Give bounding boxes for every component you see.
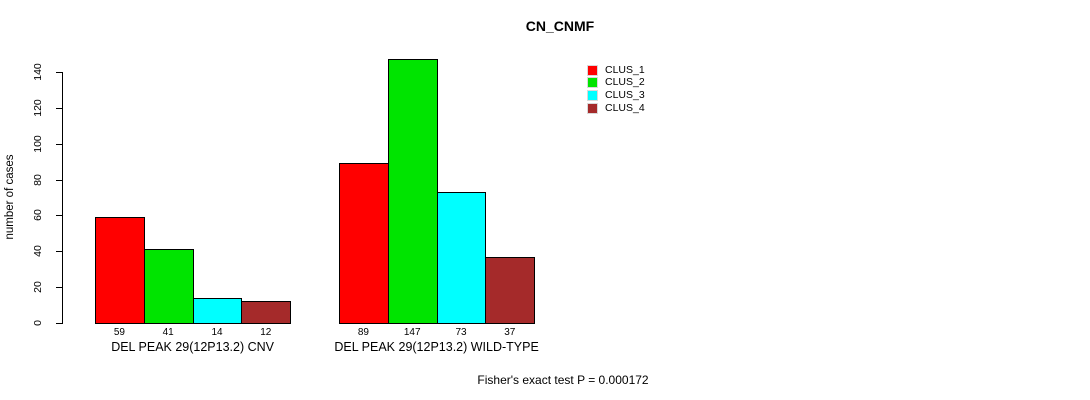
legend-label: CLUS_4 <box>605 101 645 114</box>
legend-label: CLUS_3 <box>605 88 645 101</box>
y-tick-mark <box>56 251 63 253</box>
y-tick-mark <box>56 179 63 181</box>
category-label: DEL PEAK 29(12P13.2) WILD-TYPE <box>334 340 539 354</box>
y-tick-mark <box>56 287 63 289</box>
y-tick-mark <box>56 143 63 145</box>
y-tick-label: 120 <box>32 99 44 117</box>
bar-clus_1-group1 <box>95 217 145 324</box>
y-tick-mark <box>56 215 63 217</box>
y-tick-label: 80 <box>32 173 44 186</box>
bar-clus_3-group2 <box>436 192 487 324</box>
chart-title: CN_CNMF <box>525 18 595 34</box>
y-axis-label: number of cases <box>4 154 16 240</box>
bar-clus_3-group1 <box>192 297 243 324</box>
legend-label: CLUS_1 <box>605 63 645 76</box>
y-tick-label: 40 <box>32 245 44 258</box>
bar-clus_2-group2 <box>387 59 438 324</box>
fisher-test-annotation: Fisher's exact test P = 0.000172 <box>477 373 649 387</box>
bar-clus_4-group1 <box>241 301 292 324</box>
y-tick-label: 60 <box>32 209 44 222</box>
y-tick-label: 20 <box>32 281 44 293</box>
legend-swatch-clus_1 <box>587 64 598 76</box>
legend-item-clus_4: CLUS_4 <box>587 102 645 115</box>
y-tick-label: 100 <box>32 134 44 153</box>
bar-clus_4-group2 <box>485 256 536 324</box>
y-axis-line <box>62 72 63 324</box>
y-tick-mark <box>56 107 63 109</box>
bar-clus_2-group1 <box>143 249 194 324</box>
bar-value-label: 14 <box>211 327 223 338</box>
y-tick-mark <box>56 323 63 324</box>
category-label: DEL PEAK 29(12P13.2) CNV <box>111 340 274 354</box>
legend-swatch-clus_2 <box>587 77 598 89</box>
y-tick-label: 0 <box>32 320 44 326</box>
legend-item-clus_3: CLUS_3 <box>587 89 645 102</box>
legend-item-clus_1: CLUS_1 <box>587 64 645 77</box>
bar-clus_1-group2 <box>339 163 389 324</box>
bar-value-label: 59 <box>113 327 125 338</box>
legend-swatch-clus_4 <box>587 102 598 114</box>
legend: CLUS_1 CLUS_2 CLUS_3 CLUS_4 <box>587 64 645 114</box>
bar-value-label: 147 <box>403 327 421 338</box>
legend-swatch-clus_3 <box>587 89 598 101</box>
legend-label: CLUS_2 <box>605 76 645 89</box>
bar-value-label: 37 <box>504 327 516 338</box>
legend-item-clus_2: CLUS_2 <box>587 77 645 90</box>
bar-value-label: 89 <box>357 327 369 338</box>
y-tick-mark <box>56 72 63 73</box>
bar-value-label: 12 <box>260 327 272 338</box>
bar-value-label: 41 <box>162 327 174 338</box>
bar-value-label: 73 <box>455 327 467 338</box>
y-tick-label: 140 <box>32 63 44 81</box>
